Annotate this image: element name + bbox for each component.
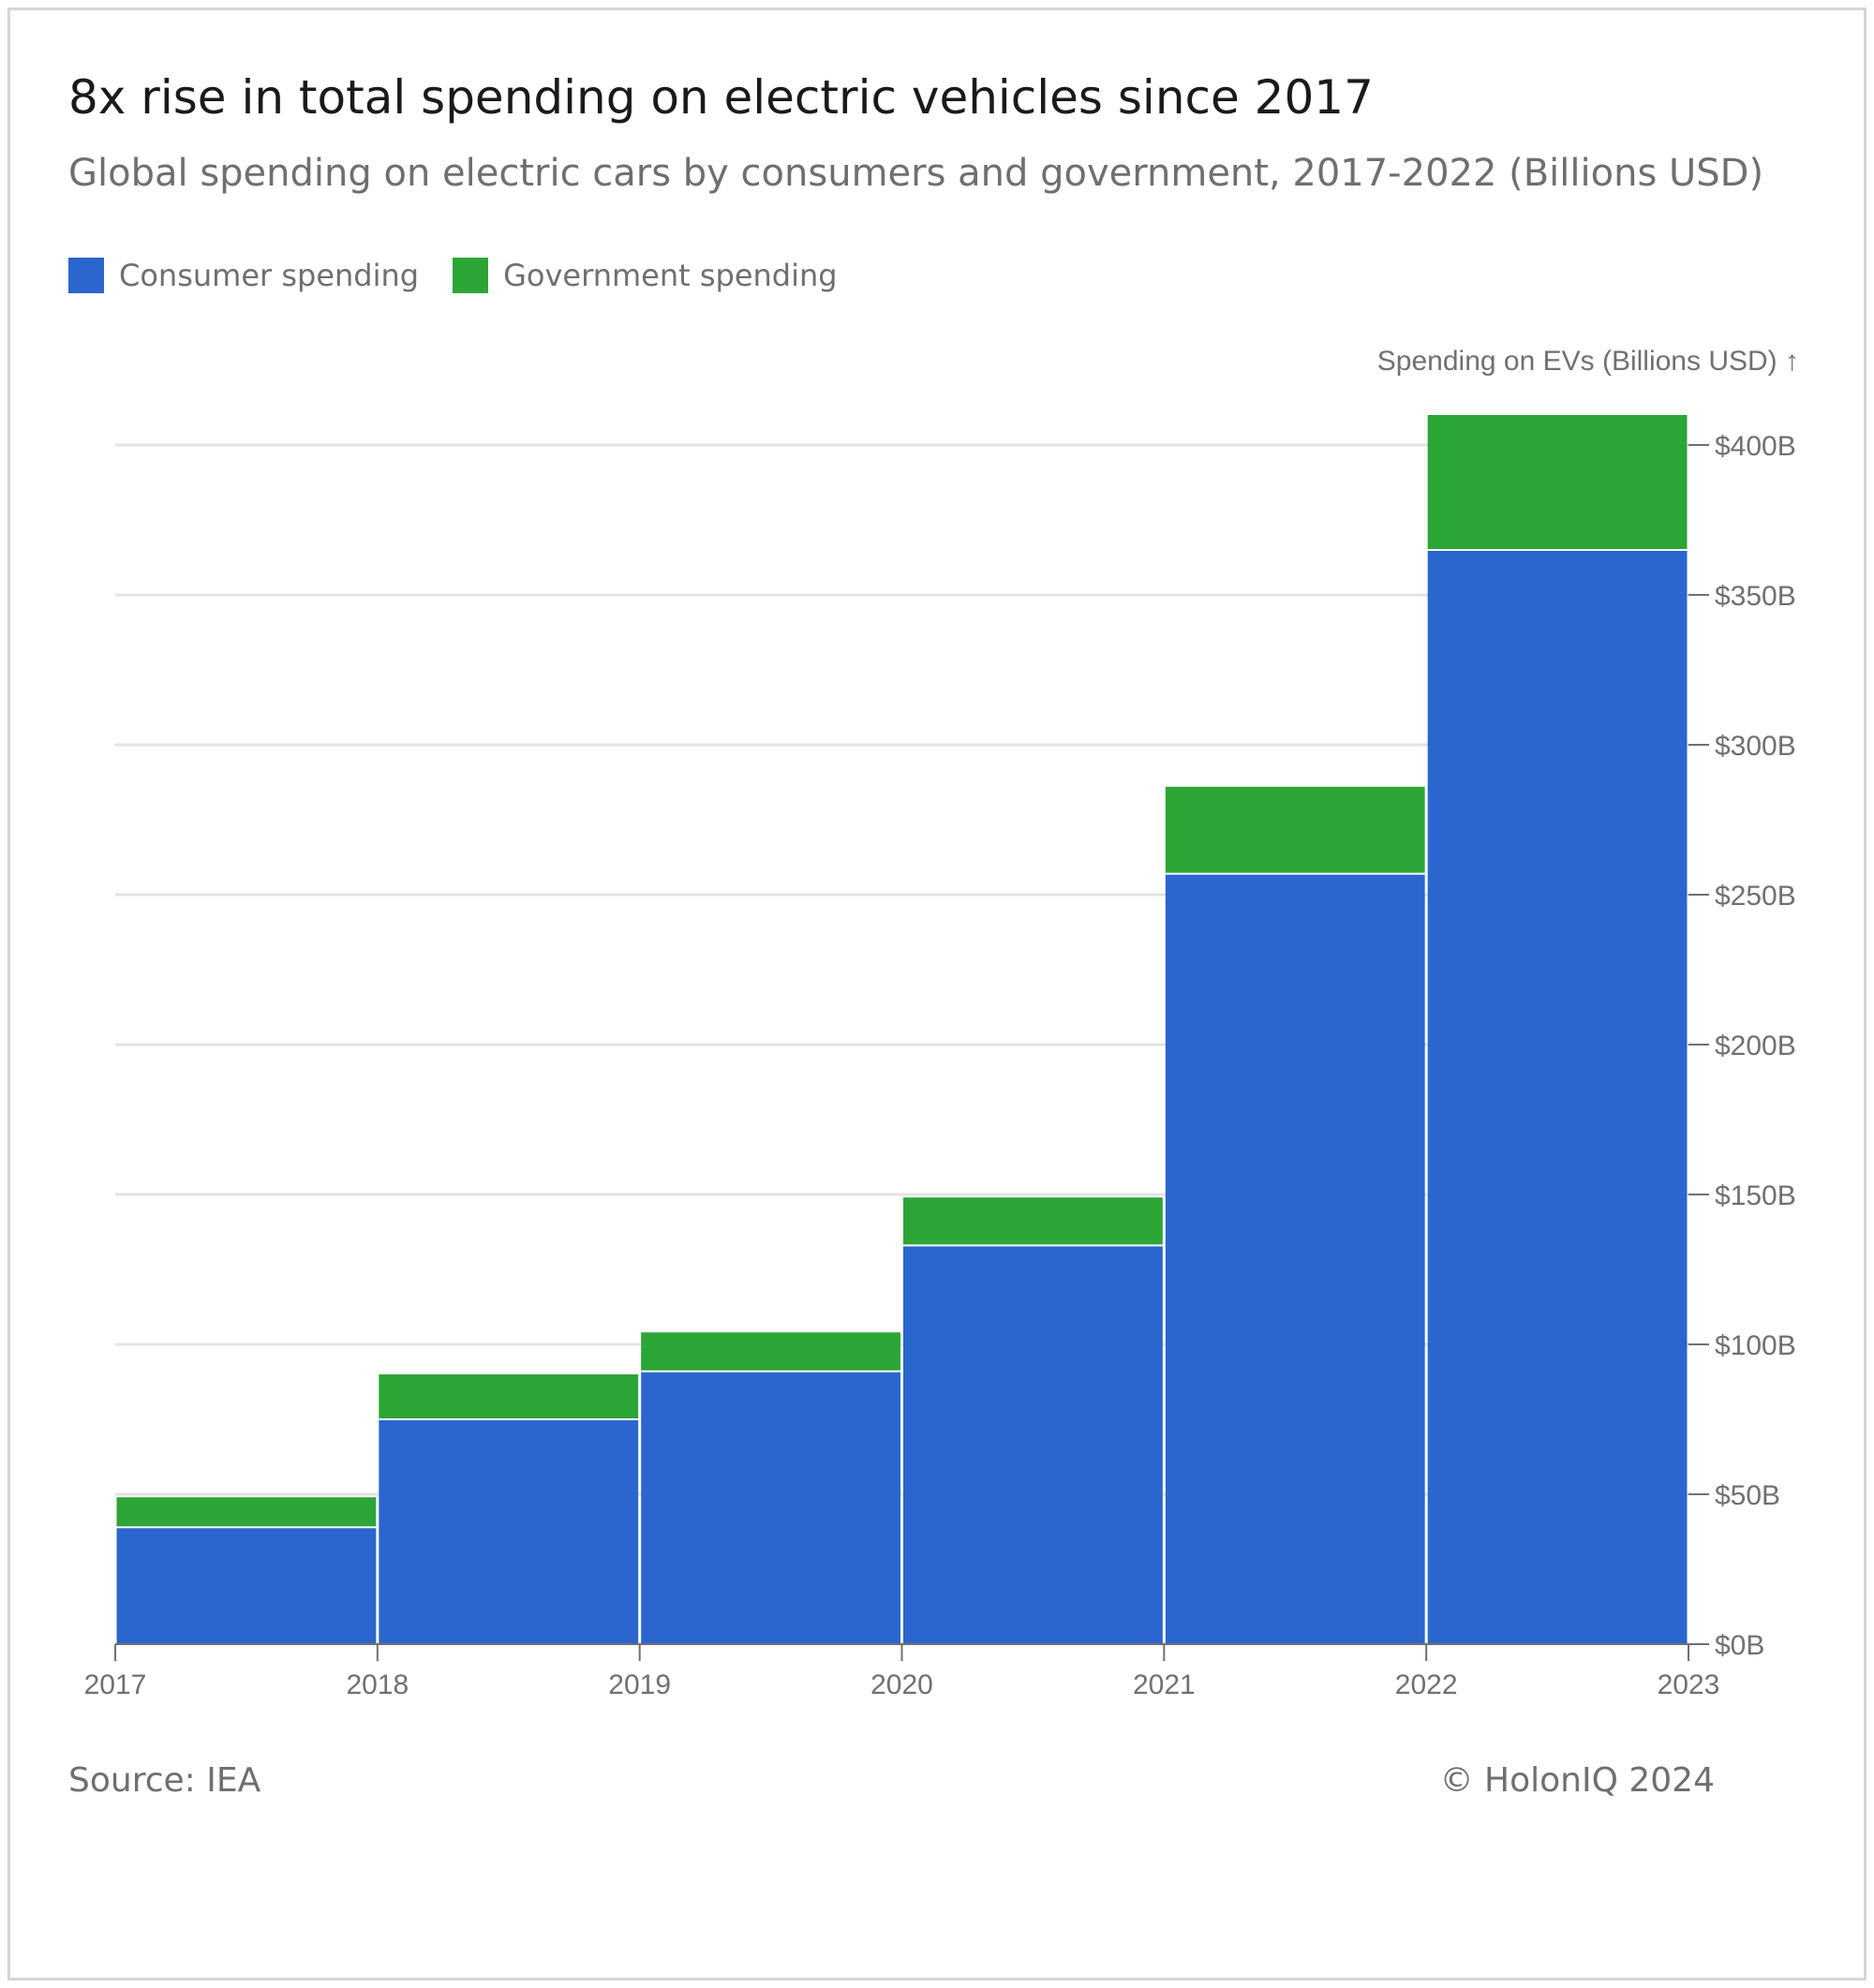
bar-consumer-2020 [903,1245,1163,1644]
y-tick-label: $150B [1715,1180,1796,1211]
chart-subtitle: Global spending on electric cars by cons… [68,152,1764,195]
y-tick-label: $400B [1715,431,1796,462]
legend-item-consumer: Consumer spending [68,258,419,293]
x-tick-label: 2023 [1658,1669,1720,1700]
legend-swatch-government [453,258,489,293]
y-tick-label: $250B [1715,881,1796,912]
bar-consumer-2021 [1165,873,1425,1644]
legend-label-government: Government spending [503,258,838,293]
chart-title: 8x rise in total spending on electric ve… [68,70,1374,125]
x-tick-label: 2020 [870,1669,933,1700]
legend: Consumer spending Government spending [68,257,871,294]
bar-consumer-2017 [116,1527,377,1644]
source-note: Source: IEA [68,1761,261,1800]
y-tick-label: $50B [1715,1480,1780,1511]
gridlines [115,443,1688,1496]
bars [116,415,1688,1644]
copyright-note: © HolonIQ 2024 [1439,1761,1715,1800]
bar-consumer-2019 [641,1371,900,1644]
bar-consumer-2018 [379,1419,639,1644]
bar-consumer-2022 [1427,550,1688,1644]
bar-government-2018 [379,1374,639,1419]
bar-government-2022 [1427,415,1688,550]
y-tick-label: $200B [1715,1031,1796,1061]
x-tick-label: 2018 [346,1669,409,1700]
bar-government-2019 [641,1332,900,1372]
y-tick-label: $100B [1715,1330,1796,1361]
legend-swatch-consumer [68,258,104,293]
bar-government-2020 [903,1197,1163,1246]
x-tick-label: 2019 [608,1669,671,1700]
bar-government-2017 [116,1497,377,1528]
bar-government-2021 [1165,786,1425,874]
x-tick-label: 2017 [84,1669,147,1700]
legend-label-consumer: Consumer spending [119,258,420,293]
axes: $0B $50B $100B $150B $200B $250B $300B $350B $40… [84,431,1796,1700]
x-tick-label: 2021 [1133,1669,1196,1700]
y-tick-label: $350B [1715,581,1796,612]
y-tick-label: $0B [1715,1630,1764,1661]
y-tick-label: $300B [1715,731,1796,762]
legend-item-government: Government spending [453,258,838,293]
x-tick-label: 2022 [1395,1669,1458,1700]
y-axis-label: Spending on EVs (Billions USD) ↑ [1377,346,1799,377]
